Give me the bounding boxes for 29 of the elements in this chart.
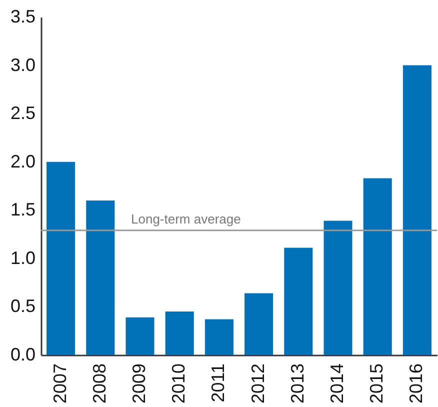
x-tick-label: 2015 <box>366 364 387 404</box>
y-tick-label: 2.0 <box>10 151 36 172</box>
bar <box>165 312 194 355</box>
x-tick-label: 2009 <box>129 364 149 404</box>
y-tick-label: 0.5 <box>10 296 36 316</box>
x-tick-label: 2008 <box>89 364 110 404</box>
bar <box>86 200 115 355</box>
bar <box>204 319 234 355</box>
x-tick-label: 2010 <box>168 364 189 404</box>
bar <box>244 293 274 355</box>
x-tick-label: 2013 <box>287 364 308 404</box>
x-tick-label: 2016 <box>406 364 426 404</box>
y-tick-label: 3.0 <box>10 54 36 75</box>
bar <box>126 317 154 355</box>
x-tick-label: 2011 <box>208 364 228 402</box>
y-tick-label: 3.5 <box>10 6 36 26</box>
y-tick-label: 1.0 <box>10 248 36 268</box>
bar <box>402 65 432 355</box>
bar <box>46 162 76 355</box>
x-tick-label: 2014 <box>327 364 347 404</box>
bar <box>363 178 392 355</box>
y-tick-label: 0.0 <box>10 344 36 364</box>
bar <box>324 220 352 355</box>
y-tick-label: 1.5 <box>10 200 36 220</box>
ref-line-label: Long-term average <box>131 211 241 226</box>
x-tick-label: 2007 <box>50 364 70 404</box>
bar <box>284 248 313 355</box>
x-tick-label: 2012 <box>248 364 268 404</box>
y-tick-label: 2.5 <box>10 103 36 124</box>
